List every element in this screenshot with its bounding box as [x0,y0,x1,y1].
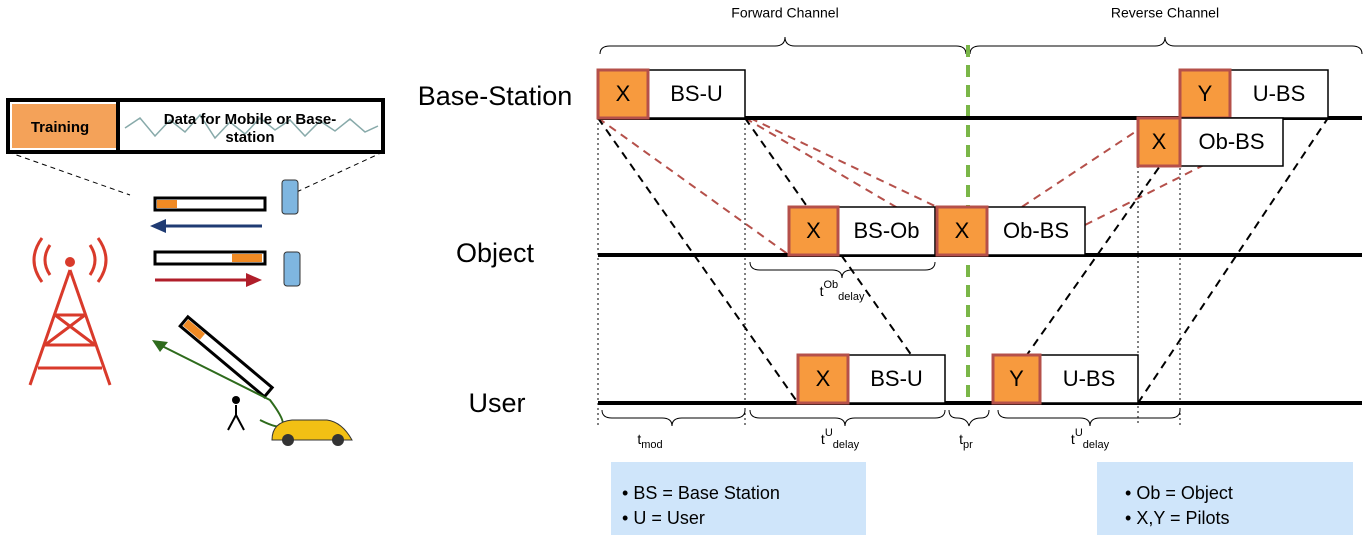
diagram: Forward Channel Reverse Channel Base-Sta… [0,0,1371,535]
sub: delay [838,291,865,303]
reverse-channel: Reverse Channel [1111,5,1219,21]
legend-item: • BS = Base Station [622,483,780,503]
pilot-label: X [955,218,970,243]
forward-channel: Forward Channel [731,5,838,21]
packet-label: BS-Ob [853,218,919,243]
row-label: User [468,388,525,418]
sup: U [1075,427,1083,439]
interval-label: tObdelay [820,279,865,303]
data-label: Data for Mobile or Base- [164,111,337,128]
packet-label: BS-U [870,366,923,391]
sup: U [825,427,833,439]
packet-label: Ob-BS [1198,129,1264,154]
packet-label: Ob-BS [1003,218,1069,243]
row-label: Object [456,238,535,268]
sup: Ob [823,279,838,291]
interval-label: tmod [637,431,662,451]
illustration: Training Data for Mobile or Base- statio… [8,100,383,446]
packet-label: U-BS [1253,81,1306,106]
legend-text: BS = Base Station [633,483,780,503]
sub: delay [1083,439,1110,451]
interval-label: tUdelay [1071,427,1110,451]
packet-label: U-BS [1063,366,1116,391]
pilot-label: X [1152,129,1167,154]
legend-item: • U = User [622,508,705,528]
legend-text: Ob = Object [1136,483,1233,503]
brace [970,37,1362,54]
interval-label: tUdelay [821,427,860,451]
legend-item: • Ob = Object [1125,483,1233,503]
legend-text: U = User [633,508,705,528]
pilot-label: Y [1198,81,1213,106]
pilot-label: X [616,81,631,106]
pilot-label: X [816,366,831,391]
sub: mod [641,439,662,451]
pilot-label: X [806,218,821,243]
row-label: Base-Station [418,81,573,111]
legend-item: • X,Y = Pilots [1125,508,1230,528]
data-label: station [225,129,274,146]
brace [600,37,966,54]
sub: pr [963,439,973,451]
interval-label: tpr [959,431,973,451]
pilot-label: Y [1009,366,1024,391]
legend-text: X,Y = Pilots [1136,508,1229,528]
packet-label: BS-U [670,81,723,106]
training-label: Training [31,119,89,136]
sub: delay [833,439,860,451]
